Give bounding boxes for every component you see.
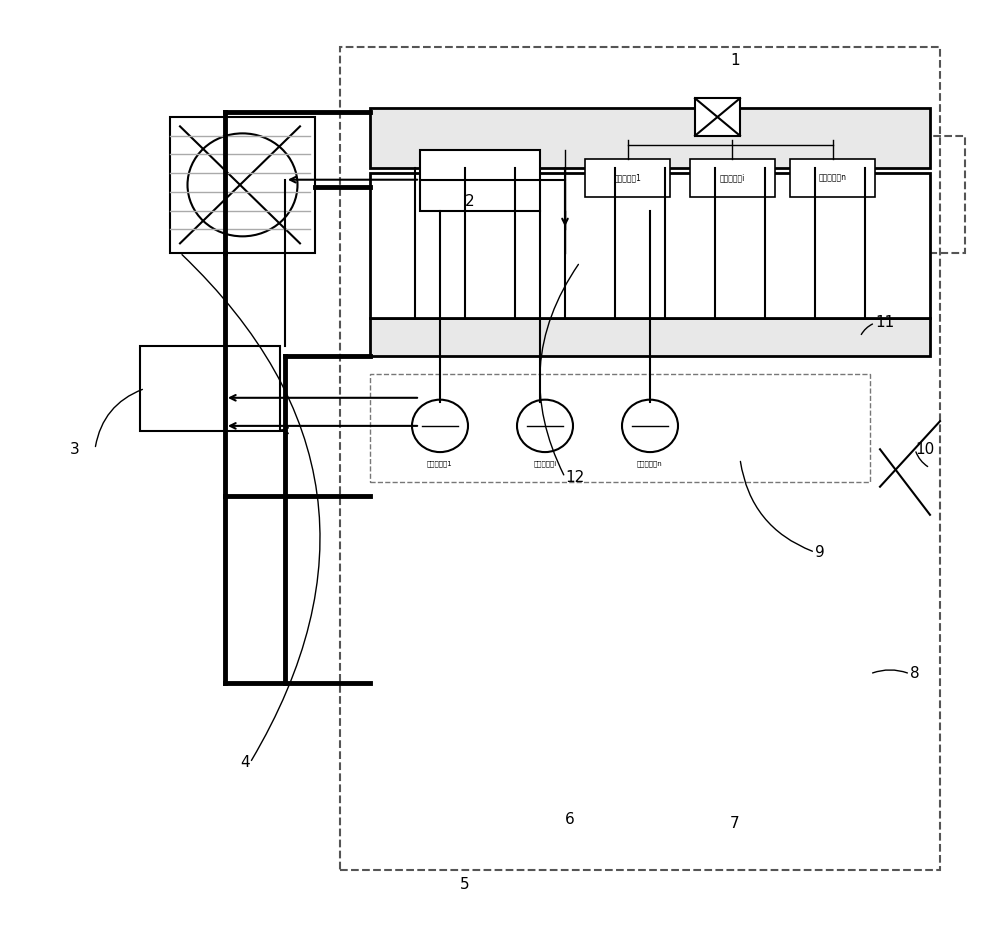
Text: 7: 7 [730, 816, 740, 831]
Bar [420, 150, 540, 211]
Text: 11: 11 [875, 315, 894, 330]
Text: 温度传感器i: 温度传感器i [720, 173, 745, 183]
Text: 温度传感器1: 温度传感器1 [614, 173, 641, 183]
Text: 温度传感器n: 温度传感器n [818, 173, 846, 183]
Bar [690, 159, 775, 197]
Circle shape [622, 400, 678, 452]
Bar [565, 136, 965, 253]
Bar [370, 374, 870, 482]
Bar [370, 108, 930, 168]
Text: 6: 6 [565, 812, 575, 826]
Text: 3: 3 [70, 442, 80, 457]
Bar [585, 159, 670, 197]
Bar [370, 173, 930, 318]
Text: 9: 9 [815, 545, 825, 560]
Text: 电子节流阸n: 电子节流阸n [637, 460, 663, 467]
Bar [695, 98, 740, 136]
Circle shape [517, 400, 573, 452]
Text: 8: 8 [910, 666, 920, 681]
Text: 电子节流阸i: 电子节流阸i [533, 460, 557, 467]
Bar [170, 117, 315, 253]
Text: 电子节流锸1: 电子节流锸1 [427, 460, 453, 467]
Text: 12: 12 [565, 470, 584, 485]
Text: 4: 4 [240, 755, 250, 770]
Text: 10: 10 [915, 442, 934, 457]
Bar [370, 318, 930, 356]
Text: 1: 1 [730, 53, 740, 68]
Bar [340, 47, 940, 870]
Bar [790, 159, 875, 197]
Bar [140, 346, 280, 431]
Text: 2: 2 [465, 194, 475, 209]
Text: 5: 5 [460, 877, 470, 892]
Circle shape [412, 400, 468, 452]
